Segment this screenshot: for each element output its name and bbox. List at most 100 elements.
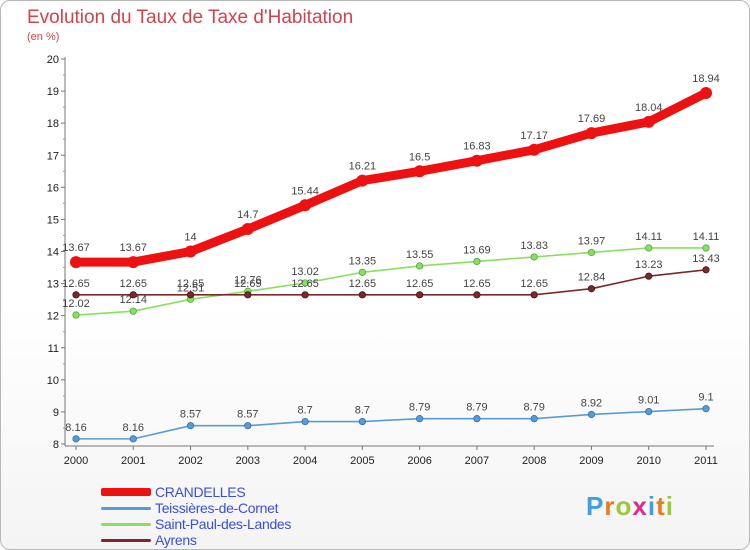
data-label-crandelles-2002: 14 xyxy=(184,232,196,244)
logo-letter: t xyxy=(656,491,666,521)
y-tick-label-18: 18 xyxy=(47,118,59,130)
logo-letter: i xyxy=(647,491,657,521)
x-tick-label-2000: 2000 xyxy=(64,455,88,467)
point-crandelles-2011 xyxy=(700,87,712,100)
point-crandelles-2006 xyxy=(413,165,426,178)
x-tick-label-2005: 2005 xyxy=(350,455,374,467)
point-crandelles-2001 xyxy=(127,256,140,269)
data-label-crandelles-2009: 17.69 xyxy=(578,113,606,125)
logo-letter: o xyxy=(615,491,633,521)
logo-letter: i xyxy=(665,491,674,521)
point-saint-paul-des-landes-2000 xyxy=(72,311,80,319)
data-label-saint-paul-des-landes-2008: 13.83 xyxy=(520,240,548,252)
proxiti-logo: Proxiti xyxy=(586,491,674,522)
point-crandelles-2008 xyxy=(528,143,541,156)
point-crandelles-2010 xyxy=(642,115,655,128)
point-ayrens-2010 xyxy=(645,272,653,280)
logo-letter: P xyxy=(586,491,605,521)
data-label-teissieres-de-cornet-2008: 8.79 xyxy=(523,402,544,414)
point-crandelles-2007 xyxy=(470,154,483,167)
data-label-ayrens-2003: 12.69 xyxy=(234,278,262,290)
point-ayrens-2002 xyxy=(186,291,195,299)
data-label-saint-paul-des-landes-2001: 12.14 xyxy=(120,294,148,306)
point-teissieres-de-cornet-2009 xyxy=(587,410,596,419)
y-tick-label-15: 15 xyxy=(47,214,59,226)
point-teissieres-de-cornet-2010 xyxy=(645,407,653,416)
data-label-crandelles-2007: 16.83 xyxy=(463,141,491,153)
point-ayrens-2006 xyxy=(416,291,424,299)
point-saint-paul-des-landes-2001 xyxy=(129,307,137,315)
point-crandelles-2000 xyxy=(70,256,82,269)
point-saint-paul-des-landes-2007 xyxy=(473,257,481,266)
chart-title: Evolution du Taux de Taxe d'Habitation xyxy=(27,7,354,28)
data-label-ayrens-2008: 12.65 xyxy=(520,278,548,290)
point-saint-paul-des-landes-2011 xyxy=(702,244,710,252)
data-label-ayrens-2006: 12.65 xyxy=(406,278,434,290)
y-tick-label-10: 10 xyxy=(47,375,59,387)
point-saint-paul-des-landes-2006 xyxy=(416,262,424,270)
data-label-teissieres-de-cornet-2009: 8.92 xyxy=(581,397,602,409)
data-label-saint-paul-des-landes-2007: 13.69 xyxy=(463,244,491,256)
point-ayrens-2004 xyxy=(301,291,309,299)
data-label-saint-paul-des-landes-2003: 12.76 xyxy=(234,274,262,286)
y-tick-label-9: 9 xyxy=(53,407,59,419)
y-tick-label-11: 11 xyxy=(48,343,59,355)
legend-item-ayrens: Ayrens xyxy=(101,532,291,548)
point-teissieres-de-cornet-2002 xyxy=(186,422,195,430)
data-label-crandelles-2004: 15.44 xyxy=(291,185,319,197)
legend-label-saint-paul-des-landes: Saint-Paul-des-Landes xyxy=(155,516,292,532)
point-saint-paul-des-landes-2005 xyxy=(358,268,366,276)
point-ayrens-2003 xyxy=(244,291,252,299)
point-teissieres-de-cornet-2004 xyxy=(301,417,309,426)
y-tick-label-16: 16 xyxy=(47,182,59,194)
data-label-teissieres-de-cornet-2005: 8.7 xyxy=(355,405,370,417)
data-label-crandelles-2010: 18.04 xyxy=(635,102,663,114)
x-tick-label-2001: 2001 xyxy=(121,455,145,467)
point-saint-paul-des-landes-2004 xyxy=(301,279,309,287)
point-ayrens-2009 xyxy=(587,285,596,293)
data-label-saint-paul-des-landes-2006: 13.55 xyxy=(406,249,434,261)
series-line-ayrens xyxy=(75,268,707,296)
logo-letter: x xyxy=(632,491,648,521)
point-teissieres-de-cornet-2003 xyxy=(244,422,252,430)
point-saint-paul-des-landes-2010 xyxy=(645,244,653,252)
data-label-saint-paul-des-landes-2011: 14.11 xyxy=(693,231,720,243)
x-tick-label-2010: 2010 xyxy=(636,455,660,467)
data-label-ayrens-2005: 12.65 xyxy=(349,278,377,290)
data-label-ayrens-2007: 12.65 xyxy=(463,278,491,290)
series-line-saint-paul-des-landes xyxy=(75,247,707,316)
y-tick-label-19: 19 xyxy=(47,86,59,98)
y-tick-label-17: 17 xyxy=(47,150,59,162)
data-label-crandelles-2006: 16.5 xyxy=(409,151,430,163)
series-line-teissieres-de-cornet xyxy=(75,407,707,440)
data-label-teissieres-de-cornet-2007: 8.79 xyxy=(466,402,487,414)
point-ayrens-2011 xyxy=(702,266,710,274)
point-saint-paul-des-landes-2008 xyxy=(530,253,538,261)
data-label-teissieres-de-cornet-2001: 8.16 xyxy=(123,422,144,434)
x-tick-label-2003: 2003 xyxy=(236,455,260,467)
legend: CRANDELLES Teissières-de-Cornet Saint-Paul… xyxy=(101,484,291,548)
legend-swatch-ayrens xyxy=(101,539,151,542)
point-ayrens-2005 xyxy=(358,291,366,299)
data-label-teissieres-de-cornet-2000: 8.16 xyxy=(65,422,86,434)
y-tick-label-8: 8 xyxy=(53,439,59,451)
legend-label-ayrens: Ayrens xyxy=(155,532,197,548)
data-label-ayrens-2011: 13.43 xyxy=(692,253,720,265)
point-crandelles-2003 xyxy=(241,223,254,236)
point-ayrens-2008 xyxy=(530,291,538,299)
data-label-saint-paul-des-landes-2010: 14.11 xyxy=(635,231,662,243)
legend-item-saint-paul-des-landes: Saint-Paul-des-Landes xyxy=(101,516,291,532)
series-line-crandelles xyxy=(71,88,711,267)
legend-label-teissieres-de-cornet: Teissières-de-Cornet xyxy=(155,500,279,516)
x-tick-label-2004: 2004 xyxy=(293,455,317,467)
point-crandelles-2005 xyxy=(356,174,369,187)
logo-letter: r xyxy=(604,491,616,521)
chart-subtitle: (en %) xyxy=(27,31,60,43)
data-label-ayrens-2000: 12.65 xyxy=(62,278,90,290)
y-tick-label-14: 14 xyxy=(47,247,59,259)
legend-item-crandelles: CRANDELLES xyxy=(101,484,291,500)
x-tick-label-2006: 2006 xyxy=(407,455,431,467)
data-label-teissieres-de-cornet-2006: 8.79 xyxy=(409,402,430,414)
point-teissieres-de-cornet-2006 xyxy=(416,415,424,423)
